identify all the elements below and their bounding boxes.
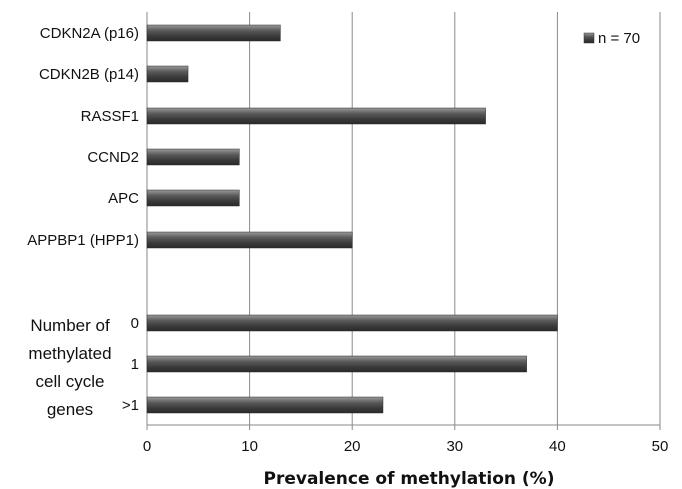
category-label-4: APC (108, 190, 139, 207)
category-label-2: RASSF1 (81, 108, 139, 125)
x-tick-label-3: 30 (446, 438, 463, 455)
x-axis-title: Prevalence of methylation (%) (264, 469, 555, 489)
group-label-line-0: Number of (30, 316, 110, 335)
bars (146, 24, 558, 414)
category-label-5: APPBP1 (HPP1) (27, 232, 139, 249)
x-tick-label-2: 20 (344, 438, 361, 455)
bar-8 (146, 396, 384, 414)
group-label-line-3: genes (47, 400, 93, 419)
legend-label: n = 70 (598, 30, 640, 47)
group-label-line-1: methylated (28, 344, 111, 363)
bar-5 (146, 231, 353, 249)
x-tick-label-5: 50 (652, 438, 669, 455)
category-label-1: CDKN2B (p14) (39, 66, 139, 83)
category-label-8: >1 (122, 397, 139, 414)
x-tick-labels: 0 10 20 30 40 50 (143, 425, 669, 455)
category-labels: CDKN2A (p16) CDKN2B (p14) RASSF1 CCND2 APC AP… (27, 25, 139, 414)
legend: n = 70 (583, 30, 640, 47)
x-tick-label-1: 10 (241, 438, 258, 455)
x-tick-label-4: 40 (549, 438, 566, 455)
group-label-line-2: cell cycle (36, 372, 105, 391)
bar-2 (146, 107, 486, 125)
category-label-0: CDKN2A (p16) (40, 25, 139, 42)
bar-4 (146, 189, 240, 207)
category-label-3: CCND2 (87, 149, 139, 166)
bar-1 (146, 65, 189, 83)
legend-swatch (583, 32, 595, 44)
bar-7 (146, 355, 527, 373)
x-tick-label-0: 0 (143, 438, 151, 455)
category-label-7: 1 (131, 356, 139, 373)
bar-6 (146, 314, 558, 332)
group-label: Number of methylated cell cycle genes (28, 316, 111, 419)
category-label-6: 0 (131, 315, 139, 332)
bar-0 (146, 24, 281, 42)
bar-3 (146, 148, 240, 166)
